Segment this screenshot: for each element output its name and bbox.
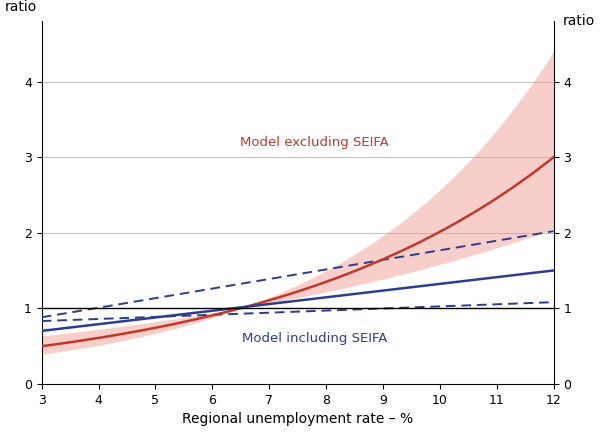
Text: Model including SEIFA: Model including SEIFA (242, 332, 388, 345)
Text: Model excluding SEIFA: Model excluding SEIFA (241, 136, 389, 149)
X-axis label: Regional unemployment rate – %: Regional unemployment rate – % (182, 412, 413, 426)
Y-axis label: ratio: ratio (5, 0, 37, 14)
Y-axis label: ratio: ratio (563, 14, 595, 28)
